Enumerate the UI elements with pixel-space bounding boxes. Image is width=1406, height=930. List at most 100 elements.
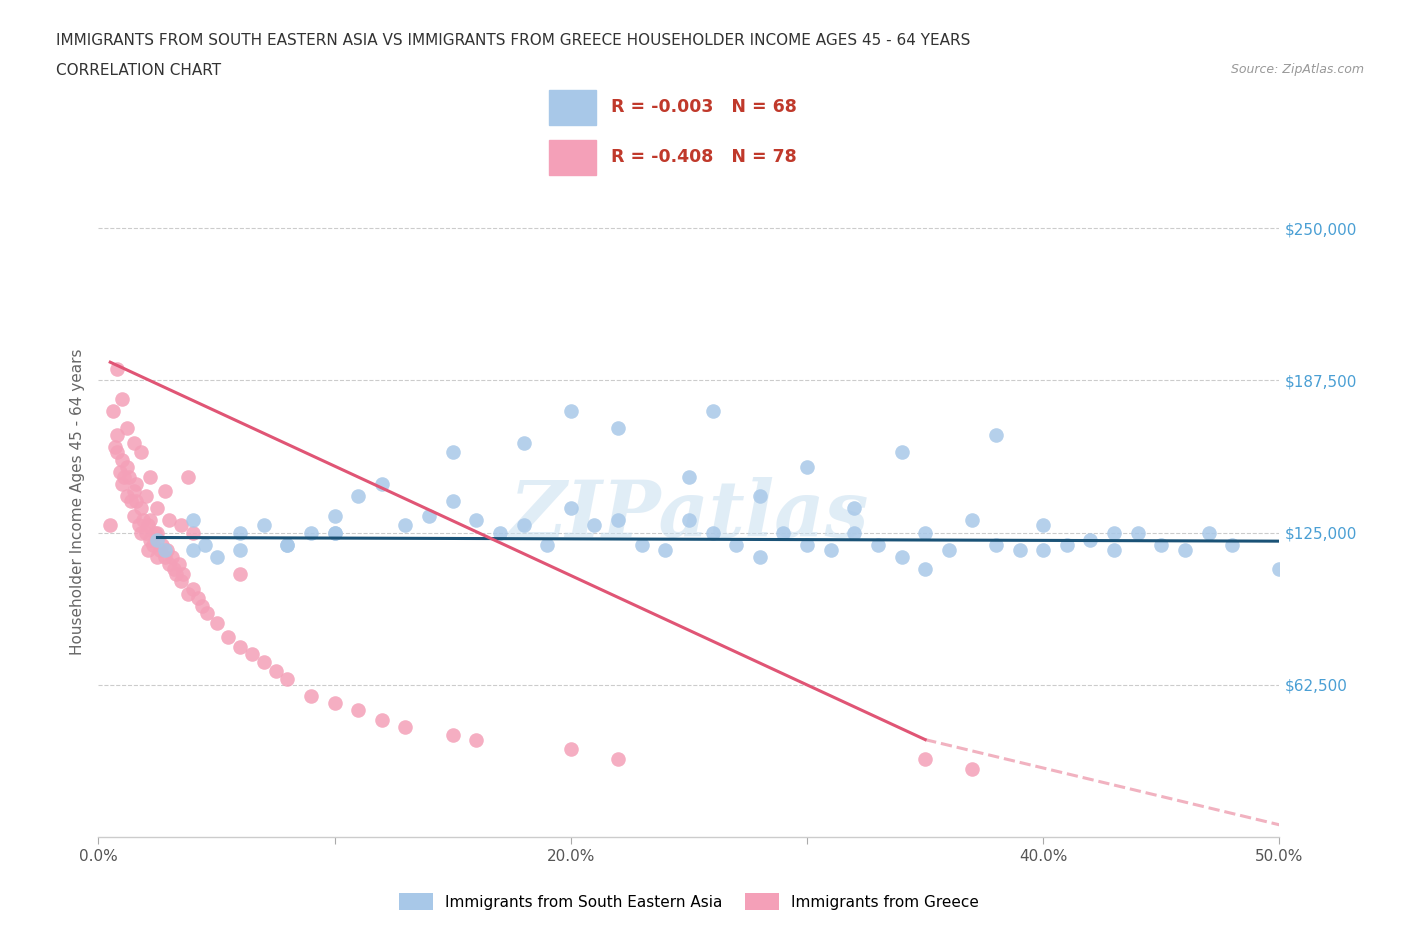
Point — [153, 484, 176, 498]
Point — [229, 542, 252, 557]
Point — [229, 525, 252, 540]
Point — [163, 562, 186, 577]
Point — [111, 392, 134, 406]
Point — [132, 513, 155, 528]
Point — [229, 566, 252, 581]
Point — [143, 525, 166, 540]
Point — [1174, 542, 1197, 557]
Point — [129, 445, 152, 459]
Point — [264, 664, 287, 679]
Text: ZIPatlas: ZIPatlas — [509, 477, 869, 554]
Point — [394, 720, 416, 735]
Point — [146, 501, 169, 516]
Bar — [548, 140, 596, 175]
Point — [1102, 542, 1125, 557]
Point — [194, 538, 217, 552]
Point — [111, 452, 134, 467]
Point — [512, 435, 534, 450]
Point — [253, 654, 276, 669]
Point — [139, 533, 162, 548]
Point — [105, 445, 128, 459]
Point — [217, 630, 239, 644]
Point — [128, 518, 150, 533]
Point — [129, 501, 152, 516]
Point — [156, 542, 179, 557]
Point — [276, 538, 298, 552]
Point — [844, 501, 866, 516]
Point — [323, 696, 346, 711]
Point — [560, 501, 582, 516]
Point — [115, 459, 138, 474]
Point — [153, 542, 176, 557]
Point — [796, 459, 818, 474]
Point — [229, 640, 252, 655]
Point — [146, 533, 169, 548]
Point — [702, 404, 724, 418]
Point — [371, 712, 394, 727]
Point — [914, 562, 936, 577]
Y-axis label: Householder Income Ages 45 - 64 years: Householder Income Ages 45 - 64 years — [70, 349, 86, 656]
Point — [1008, 542, 1031, 557]
Point — [914, 751, 936, 766]
Point — [796, 538, 818, 552]
Point — [177, 470, 200, 485]
Point — [890, 445, 912, 459]
Point — [1032, 518, 1054, 533]
Point — [1220, 538, 1243, 552]
Text: IMMIGRANTS FROM SOUTH EASTERN ASIA VS IMMIGRANTS FROM GREECE HOUSEHOLDER INCOME : IMMIGRANTS FROM SOUTH EASTERN ASIA VS IM… — [56, 33, 970, 47]
Point — [299, 688, 322, 703]
Point — [323, 508, 346, 523]
Point — [115, 488, 138, 503]
Point — [465, 732, 488, 747]
Point — [101, 404, 124, 418]
Point — [125, 476, 148, 491]
Point — [441, 494, 464, 509]
Point — [984, 428, 1007, 443]
Point — [150, 538, 173, 552]
Point — [748, 488, 770, 503]
Point — [441, 445, 464, 459]
Point — [630, 538, 652, 552]
FancyBboxPatch shape — [527, 77, 907, 188]
Point — [98, 518, 121, 533]
Point — [441, 727, 464, 742]
Point — [276, 671, 298, 686]
Point — [560, 742, 582, 757]
Point — [240, 647, 263, 662]
Text: R = -0.003   N = 68: R = -0.003 N = 68 — [612, 98, 797, 116]
Point — [157, 557, 180, 572]
Point — [146, 525, 169, 540]
Point — [772, 525, 794, 540]
Point — [139, 513, 162, 528]
Point — [536, 538, 558, 552]
Point — [153, 550, 176, 565]
Point — [844, 525, 866, 540]
Point — [105, 362, 128, 377]
Point — [890, 550, 912, 565]
Point — [129, 525, 152, 540]
Point — [146, 550, 169, 565]
Point — [418, 508, 440, 523]
Point — [678, 513, 700, 528]
Point — [323, 525, 346, 540]
Legend: Immigrants from South Eastern Asia, Immigrants from Greece: Immigrants from South Eastern Asia, Immi… — [392, 886, 986, 916]
Point — [118, 470, 141, 485]
Point — [914, 525, 936, 540]
Point — [172, 566, 194, 581]
Point — [347, 703, 370, 718]
Point — [170, 574, 193, 589]
Point — [187, 591, 209, 605]
Point — [191, 598, 214, 613]
Point — [607, 513, 630, 528]
Point — [702, 525, 724, 540]
Point — [1268, 562, 1291, 577]
Point — [125, 494, 148, 509]
Point — [323, 525, 346, 540]
Point — [299, 525, 322, 540]
Bar — [548, 90, 596, 125]
Point — [962, 762, 984, 777]
Point — [111, 476, 134, 491]
Point — [205, 550, 228, 565]
Point — [122, 435, 145, 450]
Point — [1198, 525, 1220, 540]
